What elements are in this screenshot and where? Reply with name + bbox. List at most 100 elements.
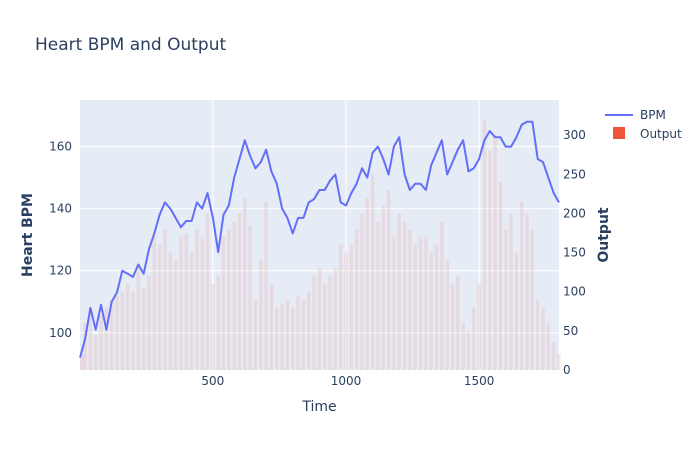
legend-label-output: Output [640,127,682,141]
output-bar-50 [344,252,348,370]
output-bar-66 [429,252,433,370]
output-bar-39 [285,299,290,370]
output-bar-3 [93,334,98,370]
bpm-line [79,120,560,358]
legend-bar-swatch [613,127,625,139]
output-bar-28 [227,229,231,370]
output-bar-78 [493,135,497,370]
output-bar-8 [120,291,125,370]
output-bar-4 [99,315,103,370]
output-bar-37 [275,307,279,370]
output-bar-0 [80,354,84,370]
chart-title: Heart BPM and Output [35,35,226,55]
output-bar-86 [535,299,540,370]
output-bar-59 [392,236,396,370]
output-bar-38 [280,303,284,370]
output-bar-33 [253,299,258,370]
output-bar-82 [514,252,519,370]
output-bar-24 [205,213,210,370]
output-bar-40 [290,307,295,370]
output-bar-77 [488,150,492,370]
output-bar-84 [525,213,529,370]
output-bar-52 [354,229,359,370]
y-right-tick-label-1: 50 [563,324,578,338]
y-axis-right-title: Output [596,207,612,263]
tick-labels: 100 120 140 160 0 50 100 150 200 250 300 500 1000 150… [49,128,586,388]
output-bar-90 [557,354,561,370]
output-bar-54 [365,197,370,370]
output-bar-41 [296,295,300,370]
output-bar-65 [424,236,428,370]
output-bar-56 [376,221,380,370]
output-bar-64 [418,236,423,370]
y-right-tick-label-4: 200 [563,206,586,220]
output-bar-21 [189,252,194,370]
output-bar-49 [338,244,343,370]
output-bar-58 [386,190,391,370]
output-bar-31 [243,197,247,370]
output-bar-36 [269,283,274,370]
output-bar-18 [173,260,178,370]
y-right-tick-label-6: 300 [563,128,586,142]
output-bar-17 [168,252,173,370]
output-bar-35 [264,201,268,370]
output-bar-81 [509,213,513,370]
output-bar-30 [237,213,242,370]
y-right-tick-label-3: 150 [563,246,586,260]
y-right-tick-label-2: 100 [563,285,586,299]
output-bar-20 [184,233,188,370]
output-bar-68 [440,221,444,370]
output-bar-73 [466,330,471,370]
output-bar-80 [503,229,508,370]
output-bar-63 [413,244,417,370]
bpm-line-layer [79,120,560,358]
output-bar-2 [88,311,93,370]
output-bar-5 [104,307,109,370]
y-left-tick-label-2: 140 [49,202,72,216]
output-bar-75 [477,283,481,370]
output-bar-1 [83,323,87,370]
y-axis-left-title: Heart BPM [20,193,36,277]
output-bar-61 [402,221,407,370]
output-bar-74 [472,307,476,370]
output-bar-14 [152,236,157,370]
output-bar-32 [248,225,252,370]
output-bar-42 [301,299,306,370]
output-bar-85 [530,229,535,370]
output-bar-29 [232,221,236,370]
output-bar-34 [259,260,263,370]
output-bar-43 [306,291,311,370]
output-bar-15 [157,244,162,370]
y-left-tick-label-0: 100 [49,326,72,340]
output-bar-47 [328,276,332,370]
output-bar-71 [456,276,460,370]
output-bar-7 [115,295,119,370]
output-bar-27 [221,236,226,370]
output-bar-79 [498,182,503,370]
output-bar-26 [216,276,220,370]
legend[interactable]: BPM Output [605,108,682,141]
output-bar-6 [109,299,114,370]
x-tick-label-1: 1000 [331,374,362,388]
output-bar-13 [147,276,151,370]
output-bar-67 [434,244,439,370]
legend-item-bpm[interactable]: BPM [605,108,666,122]
output-bar-23 [200,236,204,370]
legend-item-output[interactable]: Output [613,127,682,141]
x-tick-label-2: 1500 [464,374,495,388]
output-bar-76 [482,119,487,370]
output-bar-46 [322,283,327,370]
y-left-tick-label-3: 160 [49,140,72,154]
y-left-tick-label-1: 120 [49,264,72,278]
output-bar-25 [211,283,215,370]
output-bar-55 [370,174,375,370]
output-bar-22 [195,229,199,370]
output-bar-62 [408,229,412,370]
grid-layer [80,100,559,370]
output-bar-10 [131,291,135,370]
output-bar-72 [461,323,465,370]
output-bar-51 [349,244,354,370]
output-bar-70 [450,283,455,370]
output-bars [80,119,561,370]
